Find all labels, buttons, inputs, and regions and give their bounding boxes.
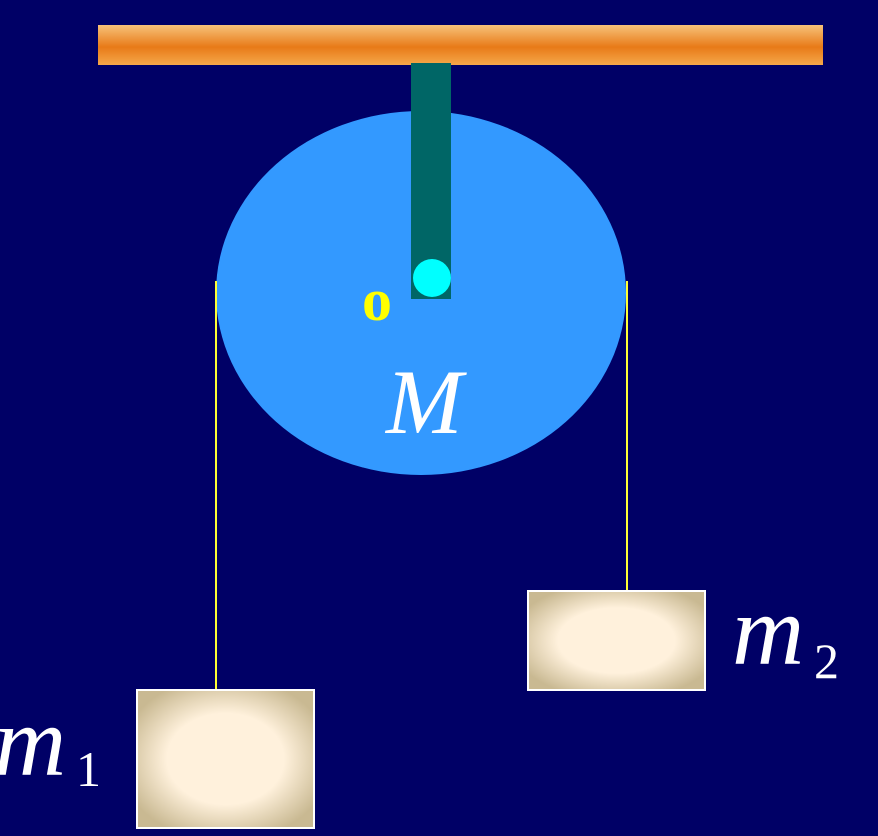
axis-point-label: o [362, 267, 392, 333]
mass-right-label: m [732, 575, 804, 686]
mass-right-subscript: 2 [814, 633, 839, 689]
block-m2 [527, 590, 706, 691]
mass-left-label: m [0, 686, 66, 797]
pulley-mass-label: M [384, 351, 467, 453]
block-m1 [136, 689, 315, 829]
pulley-axle [413, 259, 451, 297]
ceiling-beam [98, 25, 823, 65]
mass-left-subscript: 1 [76, 741, 101, 797]
